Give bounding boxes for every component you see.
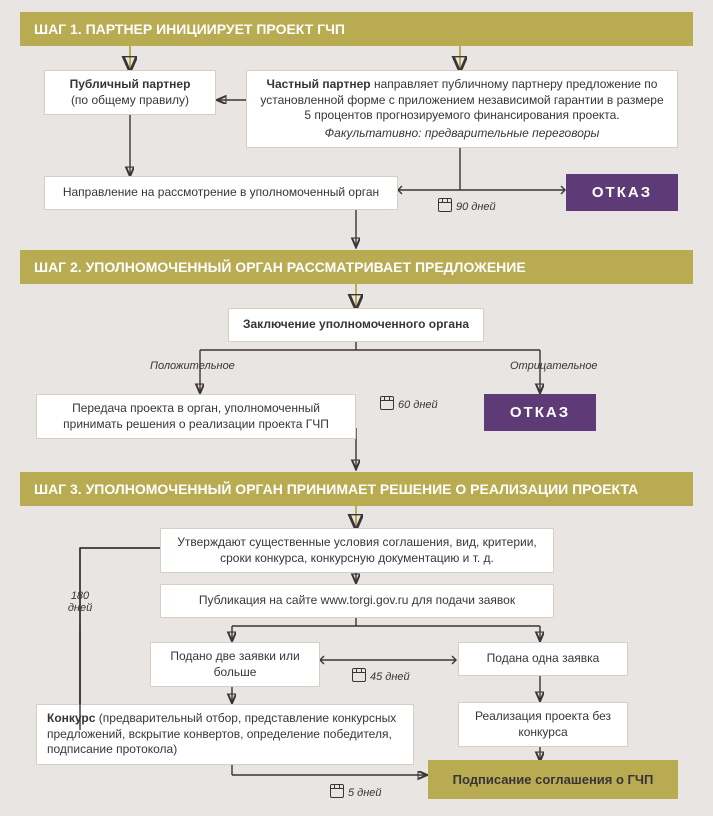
time-60: 60 дней	[380, 396, 438, 411]
time-90: 90 дней	[438, 198, 496, 213]
public-partner-box: Публичный партнер (по общему правилу)	[44, 70, 216, 115]
contest-text: (предварительный отбор, представление ко…	[47, 711, 396, 756]
time-180: 180 дней	[60, 590, 100, 614]
step2-header: ШАГ 2. УПОЛНОМОЧЕННЫЙ ОРГАН РАССМАТРИВАЕ…	[20, 250, 693, 284]
conclusion-box: Заключение уполномоченного органа	[228, 308, 484, 342]
forward-box: Направление на рассмотрение в уполномоче…	[44, 176, 398, 210]
step1-header: ШАГ 1. ПАРТНЕР ИНИЦИИРУЕТ ПРОЕКТ ГЧП	[20, 12, 693, 46]
public-partner-title: Публичный партнер	[70, 77, 191, 91]
step1-refuse: ОТКАЗ	[566, 174, 678, 211]
transfer-box: Передача проекта в орган, уполномоченный…	[36, 394, 356, 439]
publish-box: Публикация на сайте www.torgi.gov.ru для…	[160, 584, 554, 618]
private-partner-box: Частный партнер направляет публичному па…	[246, 70, 678, 148]
step3-header: ШАГ 3. УПОЛНОМОЧЕННЫЙ ОРГАН ПРИНИМАЕТ РЕ…	[20, 472, 693, 506]
contest-bold: Конкурс	[47, 711, 95, 725]
time-5: 5 дней	[330, 784, 382, 799]
step2-refuse: ОТКАЗ	[484, 394, 596, 431]
approve-box: Утверждают существенные условия соглашен…	[160, 528, 554, 573]
time-45: 45 дней	[352, 668, 410, 683]
public-partner-sub: (по общему правилу)	[55, 93, 205, 109]
one-bid-box: Подана одна заявка	[458, 642, 628, 676]
private-partner-italic: Факультативно: предварительные переговор…	[257, 126, 667, 142]
negative-label: Отрицательное	[510, 360, 598, 372]
positive-label: Положительное	[150, 360, 235, 372]
contest-box: Конкурс (предварительный отбор, представ…	[36, 704, 414, 765]
private-partner-bold: Частный партнер	[267, 77, 371, 91]
two-bids-box: Подано две заявки или больше	[150, 642, 320, 687]
no-contest-box: Реализация проекта без конкурса	[458, 702, 628, 747]
final-box: Подписание соглашения о ГЧП	[428, 760, 678, 799]
